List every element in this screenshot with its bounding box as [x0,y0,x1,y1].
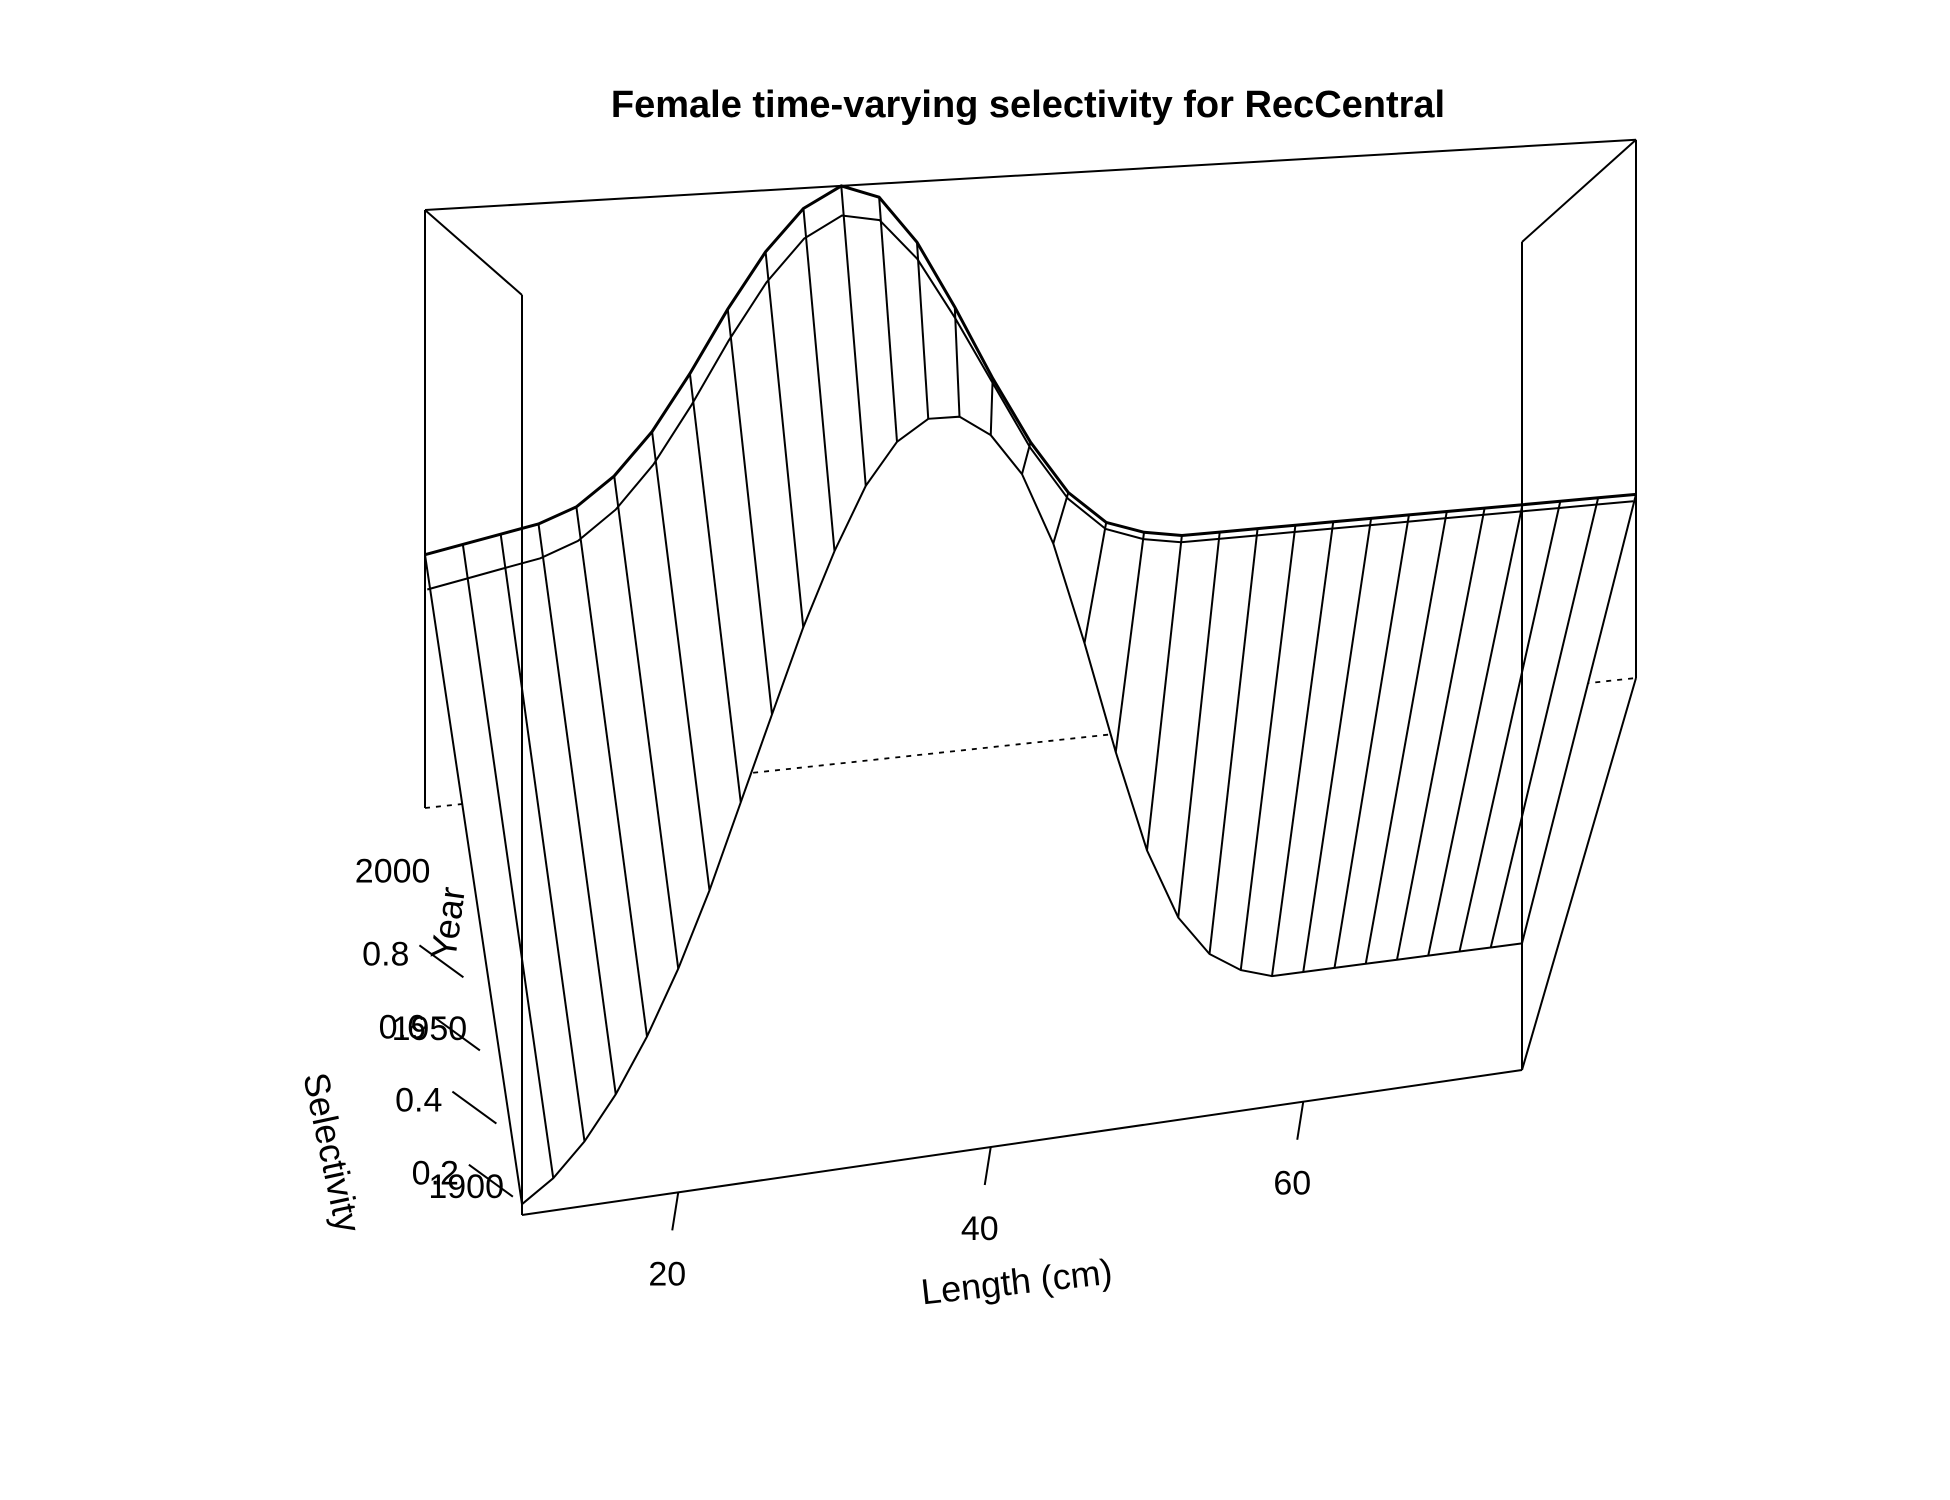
surface-year-line [1208,528,1259,955]
surface-year-line [764,251,805,628]
surface-year-line [1396,507,1486,960]
surface-year-line [878,197,898,442]
surface-facet [500,524,616,1142]
surface-year-line [1239,525,1297,971]
surface-facet [803,185,866,552]
z-tick [468,1163,514,1198]
surface-facet [1115,532,1182,851]
surface-year-line [424,554,523,1205]
surface-year-line [915,242,930,419]
x-tick [671,1192,680,1231]
surface-year-line [499,534,586,1142]
surface-facet [614,431,710,969]
z-tick-label: 0.4 [395,1082,442,1120]
box-edge-back-top [424,138,1637,211]
x-tick [983,1146,992,1186]
surface-facet [538,506,647,1095]
surface-facet [1365,508,1485,964]
surface-year-line [1177,531,1221,918]
z-tick [435,1017,481,1052]
y-tick-label: 1900 [428,1168,504,1206]
surface-facet [1490,494,1636,948]
y-axis: 1900 1950 2000 [355,852,504,1206]
z-axis-label: Selectivity [295,1069,369,1236]
surface-year-line [726,308,773,715]
surface-facet [576,476,679,1037]
surface-year-line [1489,497,1600,948]
surface-year-line [688,373,742,803]
surface-curve-recent-year [427,214,1634,591]
surface-facet [689,309,772,803]
y-tick-label: 1950 [392,1010,468,1048]
surface-curve-earliest-year [521,415,1523,1205]
surface-facet [1178,528,1258,954]
x-tick-label: 20 [648,1255,686,1293]
x-tick-label: 60 [1273,1165,1311,1203]
z-tick [418,944,465,979]
surface-year-line [1458,501,1562,952]
selectivity-surface [424,184,1637,1205]
z-tick-label: 0.6 [379,1008,426,1046]
surface-year-line [1302,518,1373,973]
surface-facet [1334,511,1447,968]
surface-facet [652,373,741,891]
surface-facet [727,251,804,715]
surface-facet [954,307,993,436]
surface-year-line [802,208,836,552]
x-axis-label: Length (cm) [919,1251,1114,1313]
surface-facet [1053,492,1107,644]
surface-facet [1397,504,1523,960]
bounding-box-front [521,242,1637,1216]
surface-year-line [651,431,711,891]
surface-facet [1022,442,1069,544]
surface-facet [1209,525,1296,971]
surface-facet [765,208,835,628]
surface-year-line [1083,522,1108,644]
surface-year-line [1364,511,1448,964]
surface-year-line [989,378,994,436]
z-axis: 0.2 0.4 0.6 0.8 [362,935,514,1198]
surface-facet [1459,497,1599,952]
surface-year-line [953,307,961,417]
surface-year-line [461,544,555,1179]
z-tick [451,1090,497,1125]
x-axis: 20 40 60 [648,1101,1311,1293]
chart-title: Female time-varying selectivity for RecC… [611,84,1445,126]
surface-year-line [1146,535,1183,851]
surface-facet [1428,501,1561,956]
z-tick-label: 0.8 [362,935,409,973]
surface-year-line [1271,521,1335,977]
surface-curve-latest-year [424,184,1637,557]
z-tick-label: 0.2 [412,1155,459,1193]
box-edge-right-bottom [1521,677,1637,1071]
surface-facet [1147,532,1220,918]
box-edge-left-top [424,209,523,296]
surface-facet [1240,521,1334,977]
surface-facet [1303,514,1409,972]
surface-year-line [613,475,680,969]
surface-year-line [575,506,648,1037]
axes: 20 40 60 1900 1950 2000 0.2 0.4 0.6 0.8 [355,852,1311,1293]
surface-year-line [1333,514,1410,969]
surface-year-line [840,185,867,486]
y-tick-label: 2000 [355,852,431,890]
box-edge-front-bottom [521,1069,1523,1216]
surface-year-line [1052,492,1070,544]
surface-facet [990,378,1031,475]
box-edge-right-top [1521,139,1637,243]
y-axis-label: Year [422,884,473,962]
surface-year-line [1521,494,1637,944]
surface-year-line [1114,532,1146,753]
surface-facet [462,534,585,1179]
surface-year-line [1427,504,1524,956]
x-tick [1296,1101,1305,1140]
surface-facet [1272,518,1372,977]
surface-facet [917,242,960,419]
x-tick-label: 40 [961,1210,999,1248]
surface-year-line [537,523,617,1095]
